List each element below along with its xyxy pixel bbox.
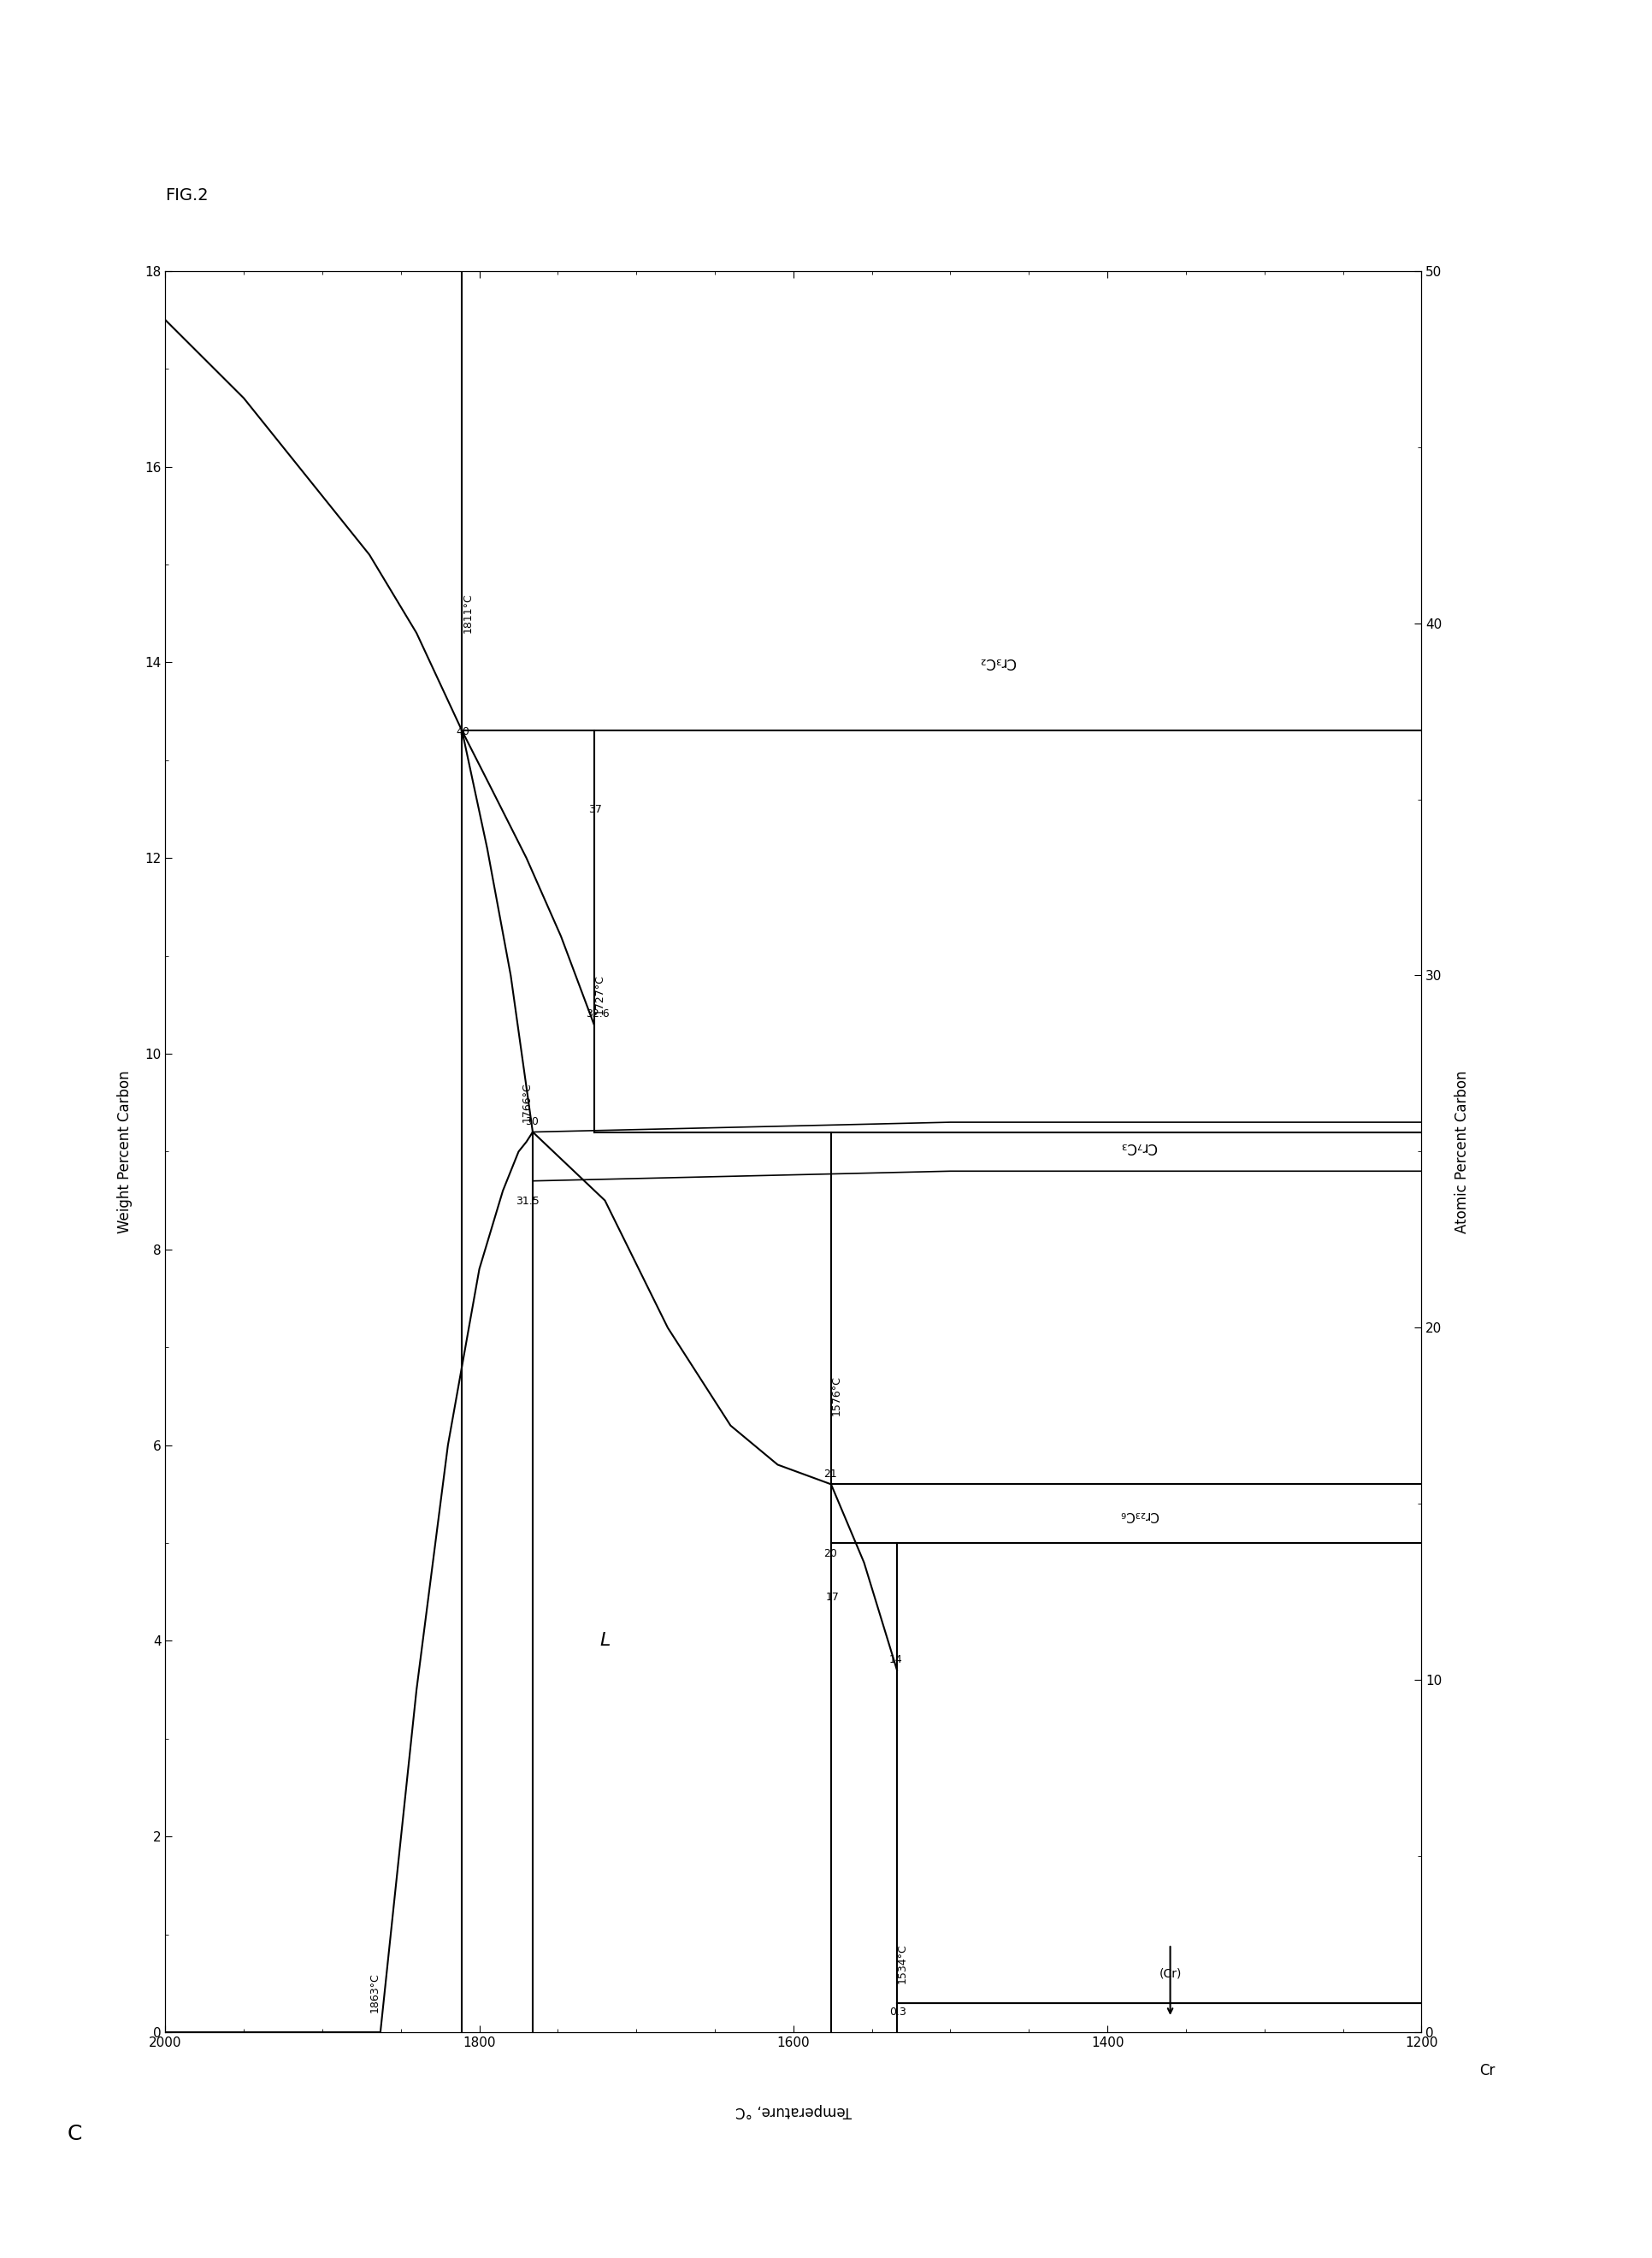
- Text: C: C: [68, 2123, 81, 2145]
- Text: 40: 40: [456, 727, 469, 736]
- Text: 1576°C: 1576°C: [831, 1375, 843, 1416]
- Y-axis label: Weight Percent Carbon: Weight Percent Carbon: [117, 1070, 132, 1233]
- Text: 37: 37: [588, 804, 601, 815]
- Text: Cr₂₃C₆: Cr₂₃C₆: [1118, 1508, 1158, 1522]
- Text: 1534°C: 1534°C: [897, 1944, 907, 1983]
- Text: 17: 17: [824, 1592, 839, 1603]
- Text: Cr₇C₃: Cr₇C₃: [1120, 1138, 1156, 1154]
- Text: Cr₃C₂: Cr₃C₂: [978, 655, 1016, 671]
- Text: 20: 20: [823, 1549, 836, 1558]
- Text: 21: 21: [823, 1468, 836, 1479]
- Text: 1863°C: 1863°C: [368, 1973, 380, 2012]
- Text: 31.5: 31.5: [515, 1197, 539, 1206]
- Text: Cr: Cr: [1479, 2064, 1495, 2077]
- Text: 0.3: 0.3: [889, 2007, 905, 2019]
- Text: 1727°C: 1727°C: [593, 975, 605, 1014]
- Text: Temperature, °C: Temperature, °C: [735, 2104, 851, 2118]
- Text: 1811°C: 1811°C: [463, 594, 472, 632]
- Text: (Cr): (Cr): [1158, 1967, 1181, 1980]
- Text: L: L: [600, 1633, 610, 1648]
- Text: 30: 30: [525, 1115, 539, 1127]
- Y-axis label: Atomic Percent Carbon: Atomic Percent Carbon: [1454, 1070, 1469, 1233]
- Text: 14: 14: [889, 1655, 902, 1666]
- Text: 32.6: 32.6: [586, 1009, 610, 1021]
- Text: FIG.2: FIG.2: [165, 187, 208, 203]
- Text: 1766°C: 1766°C: [522, 1082, 532, 1122]
